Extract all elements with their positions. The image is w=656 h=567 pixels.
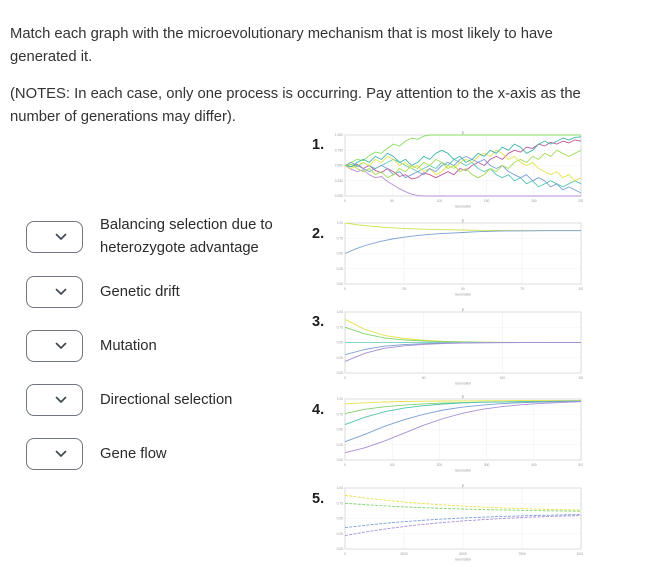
question-prompt: Match each graph with the microevolution… bbox=[10, 25, 553, 65]
svg-text:1.00: 1.00 bbox=[337, 310, 344, 314]
svg-text:0: 0 bbox=[344, 376, 346, 380]
svg-text:0: 0 bbox=[344, 199, 346, 203]
svg-text:0.75: 0.75 bbox=[337, 236, 344, 240]
svg-text:Generation: Generation bbox=[455, 469, 471, 473]
svg-text:200: 200 bbox=[531, 199, 537, 203]
answer-dropdown-mutation[interactable] bbox=[26, 330, 83, 362]
svg-text:0.75: 0.75 bbox=[337, 501, 344, 505]
svg-text:150: 150 bbox=[484, 199, 490, 203]
option-row-balancing-selection: Balancing selection due to heterozygote … bbox=[26, 214, 315, 260]
graph-number-5: 5. bbox=[312, 491, 325, 507]
chevron-down-icon bbox=[55, 342, 66, 349]
graph-2-allele-frequency-chart: 0 25 50 75 100 0.00 0.25 0.50 0.75 1.00 p Generatio… bbox=[329, 218, 583, 296]
graph-1-allele-frequency-chart: 0 50 100 150 200 250 0.000 0.250 0.500 0.750 1.000… bbox=[329, 130, 583, 208]
question-notes: (NOTES: In each case, only one process i… bbox=[10, 85, 581, 125]
svg-text:25: 25 bbox=[402, 287, 406, 291]
svg-text:0.250: 0.250 bbox=[335, 179, 343, 183]
svg-text:Generation: Generation bbox=[455, 558, 471, 562]
svg-text:0.50: 0.50 bbox=[337, 341, 344, 345]
option-label-gene-flow: Gene flow bbox=[100, 445, 167, 462]
svg-text:100: 100 bbox=[578, 287, 583, 291]
graph-number-2: 2. bbox=[312, 226, 325, 242]
svg-text:1.00: 1.00 bbox=[337, 397, 344, 401]
svg-text:p: p bbox=[462, 395, 464, 399]
svg-text:p: p bbox=[462, 308, 464, 312]
svg-text:p: p bbox=[462, 131, 464, 135]
svg-text:0.00: 0.00 bbox=[337, 458, 344, 462]
svg-text:150: 150 bbox=[578, 376, 583, 380]
svg-text:5000: 5000 bbox=[459, 552, 467, 556]
svg-text:50: 50 bbox=[461, 287, 465, 291]
svg-text:0.25: 0.25 bbox=[337, 532, 344, 536]
option-label-balancing-selection: Balancing selection due to heterozygote … bbox=[100, 217, 273, 256]
svg-text:Generation: Generation bbox=[455, 382, 471, 386]
graph-3-allele-frequency-chart: 0 50 100 150 0.00 0.25 0.50 0.75 1.00 p Generation bbox=[329, 307, 583, 385]
svg-text:50: 50 bbox=[422, 376, 426, 380]
svg-text:100: 100 bbox=[500, 376, 506, 380]
svg-text:0.25: 0.25 bbox=[337, 443, 344, 447]
svg-text:p: p bbox=[462, 484, 464, 488]
option-label-directional-selection: Directional selection bbox=[100, 391, 233, 408]
option-label-mutation: Mutation bbox=[100, 337, 157, 354]
graph-5-allele-frequency-chart: 0 2500 5000 7500 10000 0.00 0.25 0.50 0.75 1.00 p G… bbox=[329, 483, 583, 561]
svg-text:0: 0 bbox=[344, 463, 346, 467]
svg-text:0.50: 0.50 bbox=[337, 517, 344, 521]
chevron-down-icon bbox=[55, 450, 66, 457]
svg-text:500: 500 bbox=[578, 463, 583, 467]
svg-text:p: p bbox=[462, 219, 464, 223]
svg-text:2500: 2500 bbox=[400, 552, 408, 556]
option-row-mutation: Mutation bbox=[26, 330, 157, 362]
svg-text:10000: 10000 bbox=[576, 552, 583, 556]
answer-dropdown-gene-flow[interactable] bbox=[26, 438, 83, 470]
svg-text:1.00: 1.00 bbox=[337, 221, 344, 225]
option-row-directional-selection: Directional selection bbox=[26, 384, 232, 416]
svg-text:0: 0 bbox=[344, 287, 346, 291]
option-label-genetic-drift: Genetic drift bbox=[100, 283, 180, 300]
svg-text:300: 300 bbox=[484, 463, 490, 467]
graph-number-3: 3. bbox=[312, 314, 325, 330]
svg-text:0.75: 0.75 bbox=[337, 412, 344, 416]
svg-text:0.25: 0.25 bbox=[337, 356, 344, 360]
svg-text:75: 75 bbox=[520, 287, 524, 291]
svg-text:0.000: 0.000 bbox=[335, 194, 343, 198]
svg-text:0.00: 0.00 bbox=[337, 547, 344, 551]
svg-text:200: 200 bbox=[437, 463, 443, 467]
option-row-gene-flow: Gene flow bbox=[26, 438, 167, 470]
graph-number-1: 1. bbox=[312, 137, 325, 153]
graph-4-allele-frequency-chart: 0 100 200 300 400 500 0.00 0.25 0.50 0.75 1.00 p Gen… bbox=[329, 394, 583, 472]
graph-number-4: 4. bbox=[312, 402, 325, 418]
svg-text:50: 50 bbox=[390, 199, 394, 203]
svg-text:1.00: 1.00 bbox=[337, 486, 344, 490]
svg-text:250: 250 bbox=[578, 199, 583, 203]
svg-text:0.50: 0.50 bbox=[337, 252, 344, 256]
svg-text:100: 100 bbox=[389, 463, 395, 467]
chevron-down-icon bbox=[55, 396, 66, 403]
svg-text:Generation: Generation bbox=[455, 293, 471, 297]
svg-text:0.50: 0.50 bbox=[337, 428, 344, 432]
svg-text:0.00: 0.00 bbox=[337, 371, 344, 375]
svg-text:400: 400 bbox=[531, 463, 537, 467]
answer-dropdown-balancing-selection[interactable] bbox=[26, 221, 83, 253]
chevron-down-icon bbox=[55, 233, 66, 240]
svg-text:0.500: 0.500 bbox=[335, 164, 343, 168]
svg-text:1.000: 1.000 bbox=[335, 133, 343, 137]
svg-text:0.25: 0.25 bbox=[337, 267, 344, 271]
chevron-down-icon bbox=[55, 288, 66, 295]
svg-text:Generation: Generation bbox=[455, 205, 471, 209]
svg-text:100: 100 bbox=[437, 199, 443, 203]
svg-text:0.00: 0.00 bbox=[337, 282, 344, 286]
answer-dropdown-directional-selection[interactable] bbox=[26, 384, 83, 416]
svg-text:0.750: 0.750 bbox=[335, 148, 343, 152]
svg-text:7500: 7500 bbox=[518, 552, 526, 556]
option-row-genetic-drift: Genetic drift bbox=[26, 276, 180, 308]
svg-text:0.75: 0.75 bbox=[337, 325, 344, 329]
answer-dropdown-genetic-drift[interactable] bbox=[26, 276, 83, 308]
svg-text:0: 0 bbox=[344, 552, 346, 556]
